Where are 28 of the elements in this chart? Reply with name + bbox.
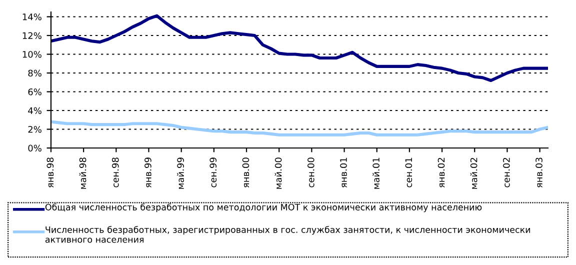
- legend-label: Численность безработных, зарегистрированных в гос. службах занятости, к численности экономически активного населения: [45, 226, 530, 243]
- x-tick-label: янв.03: [536, 158, 542, 188]
- x-tick-label: янв.01: [340, 158, 347, 188]
- line-series: [50, 120, 548, 136]
- y-tick-label: 10%: [22, 50, 42, 58]
- line-series: [50, 14, 548, 82]
- x-tick-label: май.00: [274, 158, 282, 189]
- x-tick-label: янв.99: [144, 158, 152, 188]
- y-tick-label: 4%: [28, 107, 42, 114]
- x-tick-label: янв.02: [438, 158, 445, 188]
- x-tick-label: янв.00: [242, 158, 250, 188]
- x-tick-label: сен.02: [503, 158, 510, 188]
- x-tick-label: сен.01: [405, 158, 412, 188]
- y-tick-label: 2%: [28, 126, 42, 133]
- legend-label: Общая численность безработных по методологии МОТ к экономически активному населению: [45, 204, 482, 212]
- x-tick-label: сен.00: [307, 158, 314, 188]
- x-tick-label: май.98: [79, 158, 86, 189]
- x-tick-label: янв.98: [46, 158, 54, 188]
- y-tick-label: 12%: [22, 32, 42, 40]
- y-tick-label: 14%: [22, 13, 42, 20]
- y-tick-label: 0%: [28, 144, 42, 152]
- y-tick-label: 6%: [28, 88, 42, 96]
- x-tick-label: май.02: [470, 158, 478, 189]
- y-tick-label: 8%: [28, 70, 42, 77]
- x-tick-label: май.01: [372, 158, 380, 189]
- x-tick-label: сен.98: [112, 158, 119, 188]
- x-tick-label: май.99: [177, 158, 184, 189]
- x-tick-label: сен.99: [210, 158, 217, 188]
